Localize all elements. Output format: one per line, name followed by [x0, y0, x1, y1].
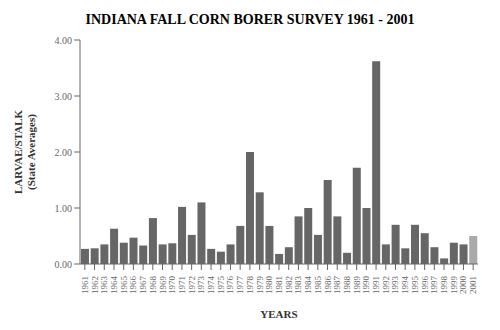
svg-text:1992: 1992 [381, 276, 391, 294]
svg-text:1990: 1990 [361, 276, 371, 295]
svg-text:1978: 1978 [245, 276, 255, 295]
svg-text:1961: 1961 [80, 276, 90, 294]
svg-text:1983: 1983 [293, 276, 303, 295]
svg-text:3.00: 3.00 [55, 91, 73, 102]
svg-text:1982: 1982 [284, 276, 294, 294]
svg-text:1965: 1965 [119, 276, 129, 295]
svg-text:1967: 1967 [138, 276, 148, 295]
html-text:INDIANA FALL CORN BORER SURVEY: INDIANA FALL CORN BORER SURVEY 1961 - 20… [85, 12, 415, 27]
svg-text:LARVAE/STALK(State Averages): LARVAE/STALK(State Averages) [12, 109, 38, 194]
svg-text:1.00: 1.00 [55, 203, 73, 214]
svg-text:1999: 1999 [449, 276, 459, 295]
svg-text:2001: 2001 [468, 276, 478, 294]
svg-text:0.00: 0.00 [55, 259, 73, 270]
svg-text:1997: 1997 [429, 276, 439, 295]
svg-text:1973: 1973 [196, 276, 206, 295]
svg-text:1989: 1989 [352, 276, 362, 295]
svg-text:YEARS: YEARS [260, 308, 297, 320]
svg-text:1981: 1981 [274, 276, 284, 294]
svg-text:1975: 1975 [216, 276, 226, 295]
svg-text:2000: 2000 [458, 276, 468, 295]
svg-text:1972: 1972 [187, 276, 197, 294]
svg-text:1979: 1979 [255, 276, 265, 295]
svg-text:1987: 1987 [332, 276, 342, 295]
svg-text:1969: 1969 [158, 276, 168, 295]
svg-text:1993: 1993 [390, 276, 400, 295]
svg-text:1996: 1996 [420, 276, 430, 295]
svg-text:4.00: 4.00 [55, 35, 73, 46]
svg-text:1980: 1980 [264, 276, 274, 295]
svg-text:1988: 1988 [342, 276, 352, 295]
svg-text:1964: 1964 [109, 276, 119, 295]
svg-text:1991: 1991 [371, 276, 381, 294]
svg-text:1998: 1998 [439, 276, 449, 295]
svg-text:1985: 1985 [313, 276, 323, 295]
svg-text:1994: 1994 [400, 276, 410, 295]
svg-text:2.00: 2.00 [55, 147, 73, 158]
svg-text:1974: 1974 [206, 276, 216, 295]
svg-text:1966: 1966 [128, 276, 138, 295]
svg-text:1962: 1962 [90, 276, 100, 294]
svg-text:1963: 1963 [99, 276, 109, 295]
svg-text:1984: 1984 [303, 276, 313, 295]
svg-text:1971: 1971 [177, 276, 187, 294]
svg-text:1976: 1976 [225, 276, 235, 295]
svg-text:1977: 1977 [235, 276, 245, 295]
svg-text:1986: 1986 [323, 276, 333, 295]
svg-text:1968: 1968 [148, 276, 158, 295]
svg-text:1970: 1970 [167, 276, 177, 295]
svg-text:1995: 1995 [410, 276, 420, 295]
